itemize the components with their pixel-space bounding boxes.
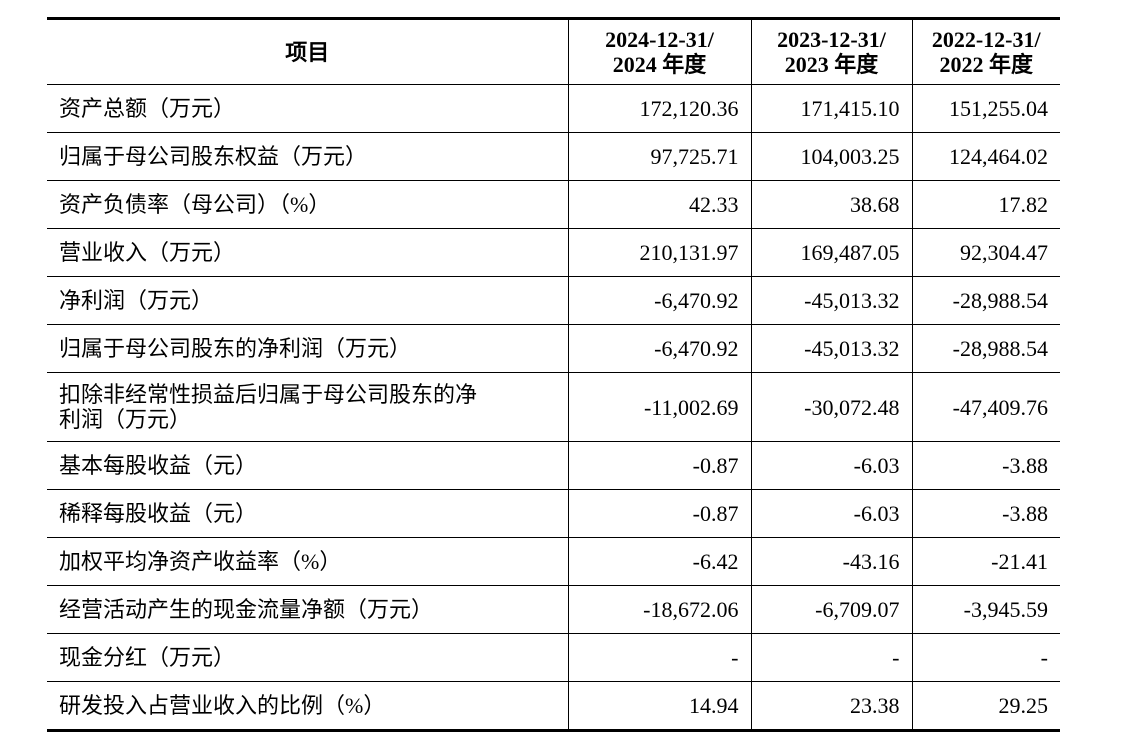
value-cell: 104,003.25 (750, 132, 913, 181)
value-cell: -28,988.54 (911, 324, 1060, 373)
value-cell: 151,255.04 (911, 84, 1060, 133)
value-cell: 23.38 (750, 681, 913, 731)
value-cell: - (750, 633, 913, 682)
value-cell: 42.33 (567, 180, 752, 229)
header-cell: 项目 (47, 18, 569, 85)
value-cell: -6,470.92 (567, 276, 752, 325)
value-cell: 97,725.71 (567, 132, 752, 181)
row-label: 经营活动产生的现金流量净额（万元） (47, 585, 569, 634)
value-cell: -11,002.69 (567, 372, 752, 442)
value-cell: -3,945.59 (911, 585, 1060, 634)
value-cell: -3.88 (911, 441, 1060, 490)
header-cell: 2022-12-31/ 2022 年度 (911, 18, 1060, 85)
table-row: 基本每股收益（元） -0.87 -6.03 -3.88 (47, 441, 1060, 490)
table-row: 现金分红（万元） - - - (47, 633, 1060, 682)
value-cell: -6.03 (750, 489, 913, 538)
table-row: 加权平均净资产收益率（%） -6.42 -43.16 -21.41 (47, 537, 1060, 586)
row-label: 净利润（万元） (47, 276, 569, 325)
value-cell: -30,072.48 (750, 372, 913, 442)
value-cell: 38.68 (750, 180, 913, 229)
value-cell: -43.16 (750, 537, 913, 586)
value-cell: -0.87 (567, 441, 752, 490)
value-cell: -6.42 (567, 537, 752, 586)
table-row: 资产负债率（母公司）（%） 42.33 38.68 17.82 (47, 180, 1060, 229)
value-cell: -28,988.54 (911, 276, 1060, 325)
value-cell: -21.41 (911, 537, 1060, 586)
table-row: 归属于母公司股东的净利润（万元） -6,470.92 -45,013.32 -28,9… (47, 324, 1060, 373)
value-cell: 92,304.47 (911, 228, 1060, 277)
row-label: 基本每股收益（元） (47, 441, 569, 490)
table-row: 研发投入占营业收入的比例（%） 14.94 23.38 29.25 (47, 681, 1060, 731)
table-row: 经营活动产生的现金流量净额（万元） -18,672.06 -6,709.07 -3,9… (47, 585, 1060, 634)
value-cell: 169,487.05 (750, 228, 913, 277)
value-cell: 172,120.36 (567, 84, 752, 133)
value-cell: 210,131.97 (567, 228, 752, 277)
value-cell: -0.87 (567, 489, 752, 538)
value-cell: 124,464.02 (911, 132, 1060, 181)
table-row: 资产总额（万元） 172,120.36 171,415.10 151,255.04 (47, 84, 1060, 133)
row-label: 资产负债率（母公司）（%） (47, 180, 569, 229)
row-label: 资产总额（万元） (47, 84, 569, 133)
value-cell: - (567, 633, 752, 682)
table-row: 营业收入（万元） 210,131.97 169,487.05 92,304.47 (47, 228, 1060, 277)
table-row: 扣除非经常性损益后归属于母公司股东的净 利润（万元） -11,002.69 -30,… (47, 372, 1060, 442)
row-label: 营业收入（万元） (47, 228, 569, 277)
value-cell: -6.03 (750, 441, 913, 490)
row-label: 稀释每股收益（元） (47, 489, 569, 538)
row-label: 研发投入占营业收入的比例（%） (47, 681, 569, 731)
value-cell: -6,470.92 (567, 324, 752, 373)
header-row: 项目 2024-12-31/ 2024 年度 2023-12-31/ 2023 年度… (47, 18, 1060, 85)
table-row: 稀释每股收益（元） -0.87 -6.03 -3.88 (47, 489, 1060, 538)
value-cell: -18,672.06 (567, 585, 752, 634)
value-cell: 17.82 (911, 180, 1060, 229)
row-label: 现金分红（万元） (47, 633, 569, 682)
row-label: 加权平均净资产收益率（%） (47, 537, 569, 586)
value-cell: -45,013.32 (750, 324, 913, 373)
header-cell: 2023-12-31/ 2023 年度 (750, 18, 913, 85)
value-cell: 171,415.10 (750, 84, 913, 133)
table-row: 归属于母公司股东权益（万元） 97,725.71 104,003.25 124,464… (47, 132, 1060, 181)
value-cell: -3.88 (911, 489, 1060, 538)
value-cell: -47,409.76 (911, 372, 1060, 442)
table-body: 资产总额（万元） 172,120.36 171,415.10 151,255.04 归属… (47, 84, 1060, 731)
row-label: 扣除非经常性损益后归属于母公司股东的净 利润（万元） (47, 372, 569, 442)
row-label: 归属于母公司股东权益（万元） (47, 132, 569, 181)
row-label: 归属于母公司股东的净利润（万元） (47, 324, 569, 373)
value-cell: 29.25 (911, 681, 1060, 731)
table-row: 净利润（万元） -6,470.92 -45,013.32 -28,988.54 (47, 276, 1060, 325)
value-cell: - (911, 633, 1060, 682)
financial-table: 项目 2024-12-31/ 2024 年度 2023-12-31/ 2023 年度… (47, 17, 1060, 732)
header-cell: 2024-12-31/ 2024 年度 (567, 18, 752, 85)
value-cell: 14.94 (567, 681, 752, 731)
value-cell: -6,709.07 (750, 585, 913, 634)
value-cell: -45,013.32 (750, 276, 913, 325)
